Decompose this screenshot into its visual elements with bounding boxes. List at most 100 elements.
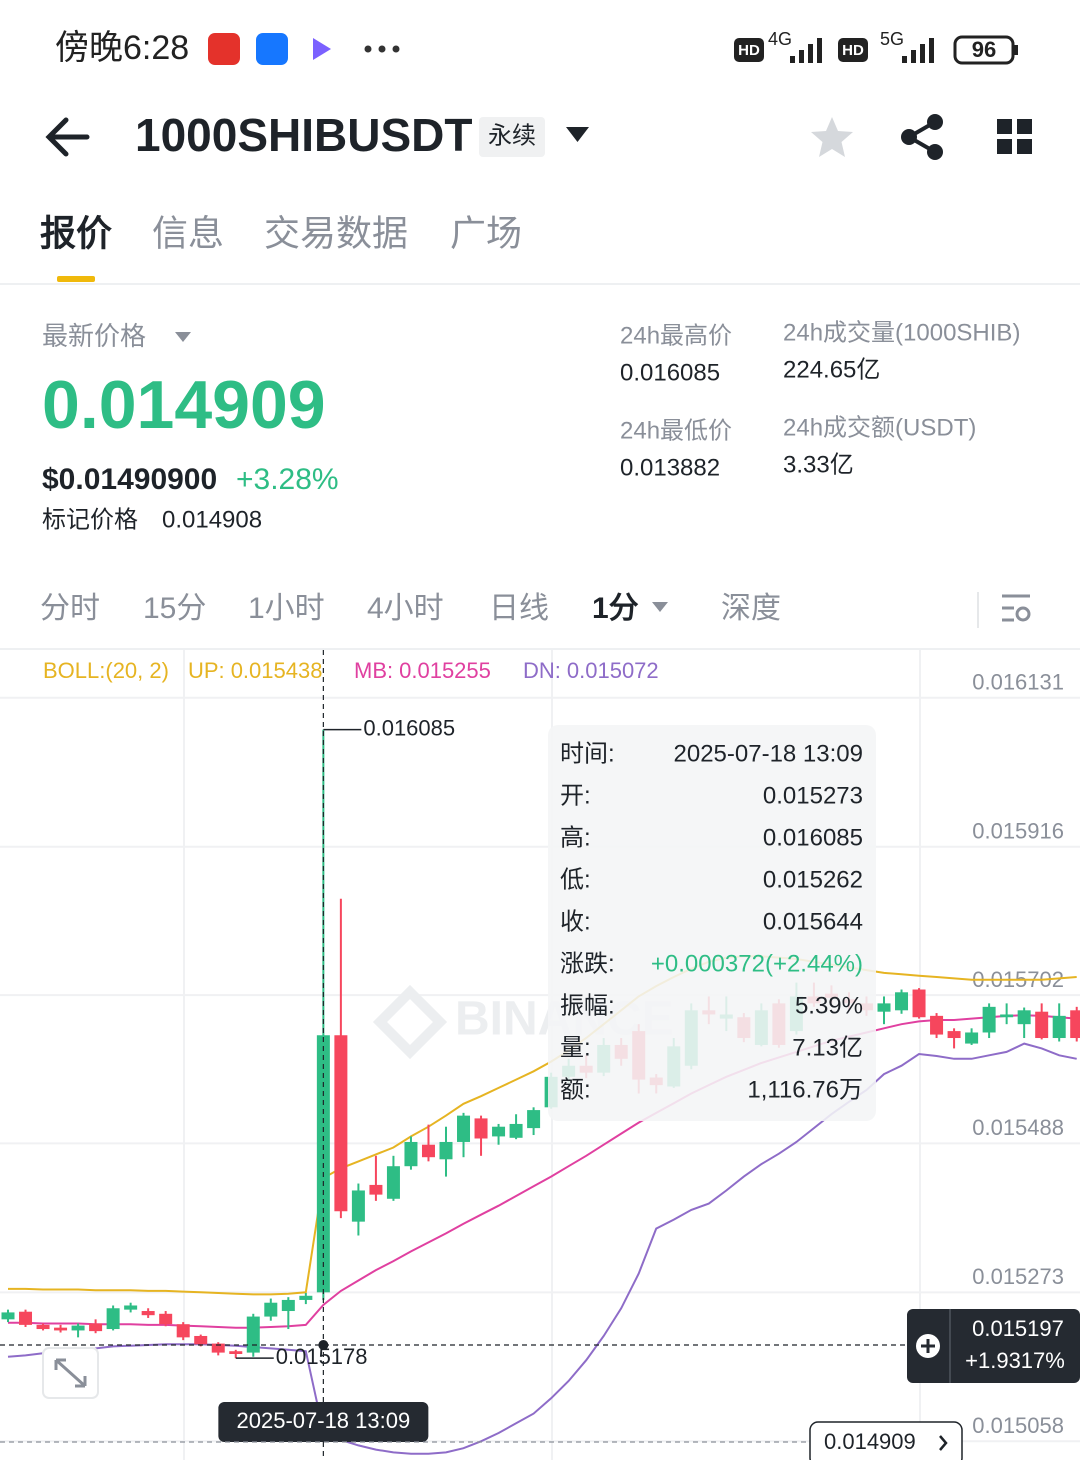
last-price-chevron bbox=[939, 1435, 948, 1451]
tooltip-value: 0.015262 bbox=[763, 866, 863, 893]
tab[interactable]: 广场 bbox=[450, 213, 522, 254]
candle-body bbox=[211, 1343, 225, 1353]
tab[interactable]: 交易数据 bbox=[264, 213, 408, 254]
interval[interactable]: 分时 bbox=[40, 592, 100, 625]
stat-value: 3.33亿 bbox=[783, 451, 854, 478]
signal-bars bbox=[790, 38, 822, 63]
candle-body bbox=[194, 1335, 208, 1345]
last-price: 0.014909 bbox=[42, 367, 326, 443]
boll-line bbox=[7, 1042, 1077, 1455]
y-tick-label: 0.015488 bbox=[972, 1115, 1064, 1140]
tooltip-value: 0.015644 bbox=[763, 908, 863, 935]
tooltip-value: +0.000372(+2.44%) bbox=[651, 950, 863, 977]
candle-body bbox=[1000, 1014, 1014, 1018]
tab-indicator bbox=[57, 276, 95, 282]
interval[interactable]: 4小时 bbox=[367, 592, 444, 625]
candle-body bbox=[369, 1184, 383, 1195]
candle-body bbox=[509, 1123, 523, 1138]
tab[interactable]: 信息 bbox=[152, 213, 224, 254]
favorite-star[interactable] bbox=[811, 117, 853, 157]
hd-text: HD bbox=[738, 42, 760, 59]
candle-body bbox=[264, 1302, 278, 1317]
interval[interactable]: 深度 bbox=[721, 592, 781, 625]
tooltip-label: 低: bbox=[560, 866, 591, 893]
candle-body bbox=[54, 1327, 68, 1331]
tooltip-label: 量: bbox=[560, 1034, 591, 1061]
network-type: 4G bbox=[768, 29, 792, 49]
menu-grid[interactable] bbox=[997, 119, 1032, 154]
candle-body bbox=[965, 1032, 979, 1044]
stat-label: 24h最高价 bbox=[620, 322, 732, 349]
legend-value: 0.015438 bbox=[231, 658, 323, 683]
tooltip-label: 额: bbox=[560, 1076, 591, 1103]
interval[interactable]: 日线 bbox=[489, 592, 549, 625]
candle-body bbox=[89, 1323, 103, 1332]
candle-body bbox=[877, 1003, 891, 1012]
candle-body bbox=[421, 1144, 435, 1158]
usd-price: $0.01490900 bbox=[42, 463, 217, 496]
tooltip-value: 0.016085 bbox=[763, 824, 863, 851]
candle-body bbox=[19, 1311, 33, 1325]
tooltip-label: 收: bbox=[560, 908, 591, 935]
back-button[interactable] bbox=[45, 117, 90, 157]
candle-body bbox=[176, 1324, 190, 1338]
candle-body bbox=[1052, 1015, 1066, 1039]
candle-body bbox=[1, 1312, 15, 1320]
share-button[interactable] bbox=[901, 114, 943, 160]
legend-value: 0.015072 bbox=[567, 658, 659, 683]
watermark-logo bbox=[372, 984, 448, 1060]
interval[interactable]: 1小时 bbox=[248, 592, 325, 625]
candle-body bbox=[1035, 1011, 1049, 1039]
indicator-label: BOLL:(20, 2) bbox=[43, 658, 169, 683]
candle-body bbox=[982, 1006, 996, 1033]
candle-body bbox=[334, 1035, 348, 1212]
stat-label: 24h成交量(1000SHIB) bbox=[783, 319, 1020, 346]
hd-text: HD bbox=[842, 42, 864, 59]
y-tick-label: 0.015058 bbox=[972, 1413, 1064, 1438]
candle-body bbox=[281, 1299, 295, 1312]
tooltip-value: 5.39% bbox=[795, 992, 863, 1019]
price-dropdown[interactable] bbox=[175, 332, 191, 342]
stat-value: 0.016085 bbox=[620, 359, 720, 386]
candle-body bbox=[246, 1316, 260, 1353]
interval-dropdown[interactable] bbox=[652, 602, 668, 612]
candle-body bbox=[141, 1311, 155, 1316]
last-price-tag bbox=[809, 1421, 963, 1460]
mark-price: 0.014908 bbox=[162, 506, 262, 533]
app-icon bbox=[208, 33, 240, 65]
legend-value: 0.015255 bbox=[399, 658, 491, 683]
chart-settings[interactable] bbox=[1002, 594, 1031, 622]
price-change: +3.28% bbox=[236, 463, 339, 496]
legend-name: MB: bbox=[354, 658, 393, 683]
y-tick-label: 0.016131 bbox=[972, 670, 1064, 695]
stat-value: 0.013882 bbox=[620, 454, 720, 481]
stat-label: 24h成交额(USDT) bbox=[783, 414, 976, 441]
interval[interactable]: 15分 bbox=[143, 592, 206, 625]
boll-line bbox=[8, 955, 1077, 1296]
interval-active[interactable]: 1分 bbox=[592, 592, 639, 625]
mark-price-label: 标记价格 bbox=[42, 506, 138, 533]
contract-badge: 永续 bbox=[488, 122, 536, 149]
candle-body bbox=[71, 1325, 85, 1331]
candle-body bbox=[404, 1141, 418, 1167]
y-tick-label: 0.015273 bbox=[972, 1264, 1064, 1289]
crosshair-price: 0.015197 bbox=[972, 1316, 1064, 1341]
last-price-value: 0.014909 bbox=[824, 1429, 916, 1454]
more-dot bbox=[392, 45, 400, 53]
hd-badge bbox=[838, 38, 868, 62]
symbol-dropdown[interactable] bbox=[566, 127, 589, 142]
expand-icon bbox=[54, 1358, 87, 1388]
battery-level: 96 bbox=[972, 37, 996, 62]
tab[interactable]: 报价 bbox=[40, 213, 112, 254]
signal-bars bbox=[902, 38, 934, 63]
badge-bg bbox=[479, 117, 545, 157]
tooltip-label: 振幅: bbox=[560, 992, 615, 1019]
candle-body bbox=[492, 1126, 506, 1137]
candle-body bbox=[895, 992, 909, 1011]
candle-body bbox=[124, 1305, 138, 1310]
y-tick-label: 0.015916 bbox=[972, 819, 1064, 844]
tooltip-value: 7.13亿 bbox=[792, 1034, 863, 1061]
candle-body bbox=[527, 1110, 541, 1129]
tooltip-value: 1,116.76万 bbox=[747, 1076, 863, 1103]
